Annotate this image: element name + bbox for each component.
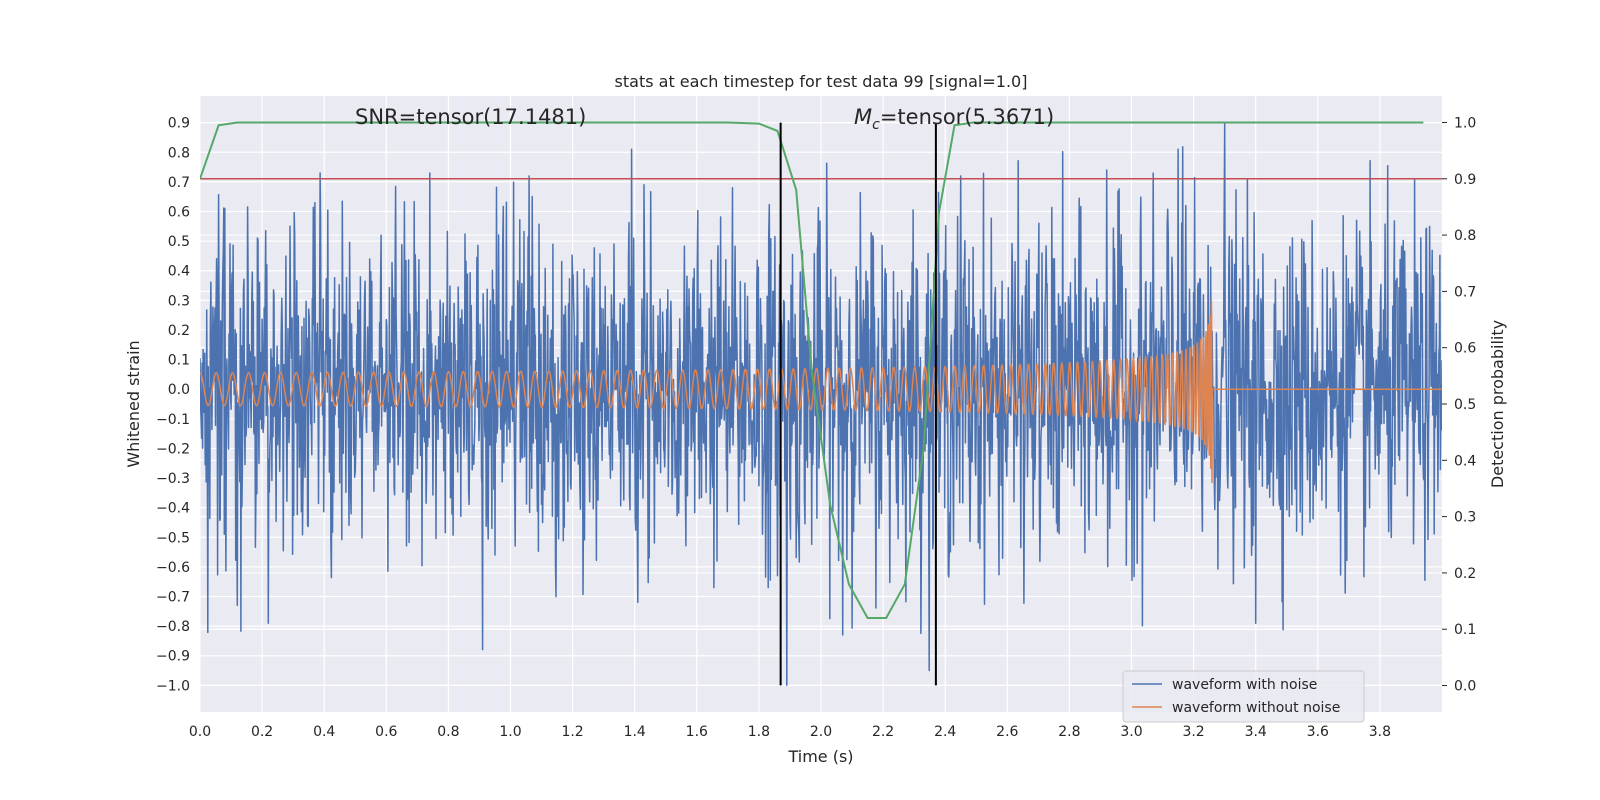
y2-tick-label: 0.9 <box>1454 172 1476 188</box>
x-tick-label: 0.0 <box>189 724 211 740</box>
x-tick-label: 1.2 <box>561 724 583 740</box>
series-waveform-without-noise <box>200 300 1442 484</box>
y2-tick-label: 0.0 <box>1454 679 1476 695</box>
y2-tick-label: 0.4 <box>1454 453 1476 469</box>
y-tick-label: −0.8 <box>156 619 190 635</box>
y-tick-label: −0.7 <box>156 590 190 606</box>
y-tick-label: −0.4 <box>156 501 190 517</box>
x-tick-label: 0.8 <box>437 724 459 740</box>
y-tick-label: 0.0 <box>168 382 190 398</box>
y2-tick-label: 0.5 <box>1454 397 1476 413</box>
y2-tick-label: 0.2 <box>1454 566 1476 582</box>
y2-tick-label: 0.6 <box>1454 341 1476 357</box>
legend-box <box>1122 670 1365 723</box>
x-tick-label: 3.8 <box>1369 724 1391 740</box>
y-tick-label: −0.3 <box>156 471 190 487</box>
x-tick-label: 3.2 <box>1182 724 1204 740</box>
y-tick-label: 0.9 <box>168 116 190 132</box>
y-tick-label: 0.1 <box>168 353 190 369</box>
ticks: 0.0 0.2 0.4 0.6 0.8 1.0 1.2 1.4 1.6 1.8 2.0 2.2 2.4 2… <box>156 115 1476 740</box>
y-tick-label: 0.2 <box>168 323 190 339</box>
x-tick-label: 3.0 <box>1120 724 1142 740</box>
y-axis-label: Whitened strain <box>124 340 143 467</box>
chart-title: stats at each timestep for test data 99 … <box>615 72 1028 91</box>
x-tick-label: 2.4 <box>934 724 956 740</box>
x-tick-label: 0.4 <box>313 724 335 740</box>
y-tick-label: −0.1 <box>156 412 190 428</box>
chirp-mass-value: =tensor(5.3671) <box>880 105 1054 129</box>
y2-tick-label: 0.7 <box>1454 284 1476 300</box>
legend-label-with-noise: waveform with noise <box>1172 677 1317 693</box>
series-detection-probability <box>200 121 1424 619</box>
legend-label-without-noise: waveform without noise <box>1172 700 1340 716</box>
x-tick-label: 1.0 <box>499 724 521 740</box>
y-tick-label: −0.6 <box>156 560 190 576</box>
x-tick-label: 3.6 <box>1307 724 1329 740</box>
y2-tick-label: 0.1 <box>1454 622 1476 638</box>
y-tick-label: −1.0 <box>156 678 190 694</box>
x-tick-label: 2.6 <box>996 724 1018 740</box>
x-tick-label: 1.8 <box>748 724 770 740</box>
x-tick-label: 2.0 <box>810 724 832 740</box>
y-tick-label: −0.5 <box>156 530 190 546</box>
y2-tick-label: 1.0 <box>1454 115 1476 131</box>
x-tick-label: 1.4 <box>624 724 646 740</box>
x-tick-label: 1.6 <box>686 724 708 740</box>
chirp-mass-annotation: Mc=tensor(5.3671) <box>854 105 1054 133</box>
y-tick-label: 0.8 <box>168 145 190 161</box>
x-tick-label: 0.2 <box>251 724 273 740</box>
x-axis-label: Time (s) <box>787 747 853 766</box>
y-tick-label: 0.6 <box>168 205 190 221</box>
y-tick-label: 0.4 <box>168 264 190 280</box>
y2-tick-label: 0.8 <box>1454 228 1476 244</box>
y-tick-label: 0.7 <box>168 175 190 191</box>
y-tick-label: 0.5 <box>168 234 190 250</box>
series-layer <box>200 121 1442 687</box>
x-tick-label: 3.4 <box>1245 724 1267 740</box>
chirp-mass-symbol: M <box>854 105 872 129</box>
legend: waveform with noise waveform without noi… <box>1122 670 1365 723</box>
snr-annotation: SNR=tensor(17.1481) <box>355 105 586 129</box>
y2-axis-label: Detection probability <box>1488 320 1507 488</box>
y-tick-label: 0.3 <box>168 293 190 309</box>
chirp-mass-subscript: c <box>872 117 880 133</box>
x-tick-label: 2.8 <box>1058 724 1080 740</box>
x-tick-label: 0.6 <box>375 724 397 740</box>
y-tick-label: −0.9 <box>156 649 190 665</box>
x-tick-label: 2.2 <box>872 724 894 740</box>
y2-tick-label: 0.3 <box>1454 510 1476 526</box>
y-tick-label: −0.2 <box>156 441 190 457</box>
